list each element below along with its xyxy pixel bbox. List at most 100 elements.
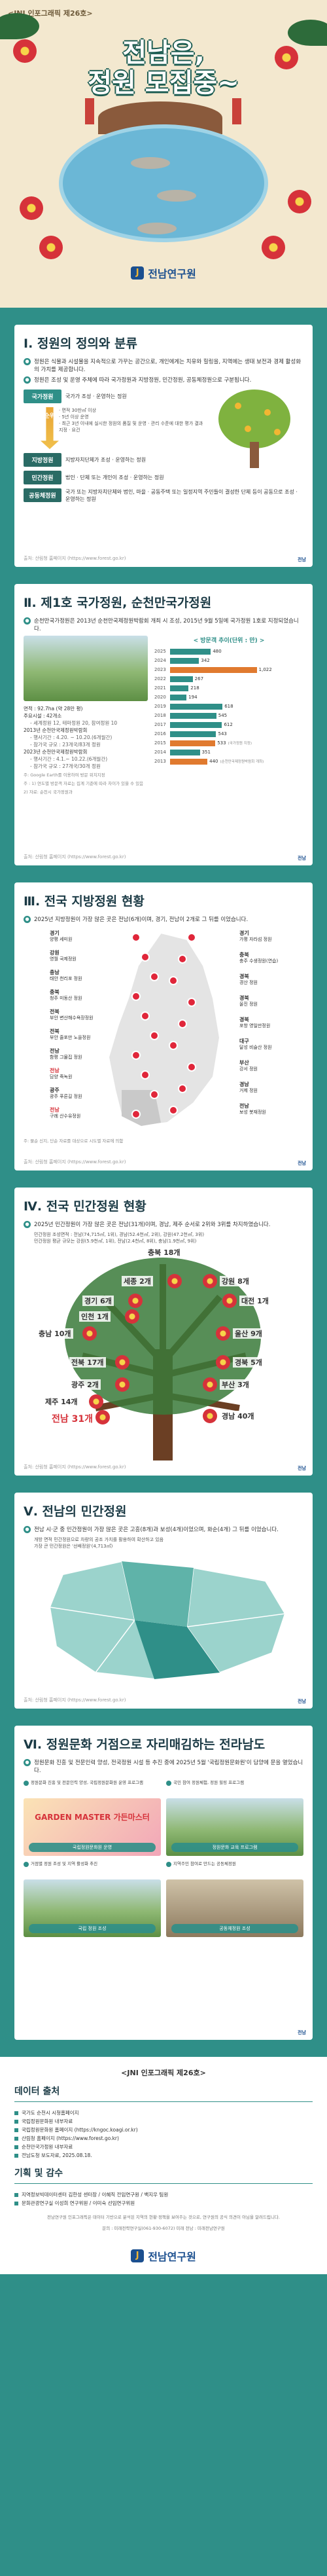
bar-track: 533 (국가정원 지정) xyxy=(170,740,303,746)
bar-category: 2020 xyxy=(154,695,166,700)
data-source-text: 산림청 홈페이지 (https://www.forest.go.kr) xyxy=(22,2135,119,2141)
map-label: 경기 가평 자라섬 정원 xyxy=(239,930,272,943)
data-source-item: 순천만국가정원 내부자료 xyxy=(14,2143,313,2151)
bar xyxy=(170,712,216,719)
bar-value: 480 xyxy=(213,649,222,654)
type-tag: 공동체정원 xyxy=(24,488,61,502)
garden-info: 면적 : 92.7ha (약 28만 평) 주요시설 : 42개소 - 세계정원… xyxy=(24,705,148,770)
garden-name: 보성 봇재정원 xyxy=(239,1110,266,1115)
bar-value: 543 xyxy=(218,731,227,736)
camellia-marker xyxy=(178,1084,187,1093)
region-name: 경북 xyxy=(239,995,249,1001)
garden-name: 담양 죽녹원 xyxy=(50,1074,73,1079)
map-label: 전북 부안 변산해수욕장정원 xyxy=(50,1009,94,1021)
stepping-stone xyxy=(157,190,196,202)
region-count: 경북 5개 xyxy=(233,1357,264,1368)
garden-name: 달성 비슬산 정원 xyxy=(239,1045,272,1050)
camellia-marker xyxy=(187,1062,196,1072)
camellia-marker xyxy=(178,1019,187,1028)
planning-item: 지역정보빅데이터센터 김한성 센터장 / 이혜직 전임연구원 / 백지우 팀원 xyxy=(14,2190,313,2199)
map-outline xyxy=(107,932,221,1127)
type-tag: 민간정원 xyxy=(24,471,61,484)
data-source-text: 국립정원문화원 홈페이지 (https://kngoc.koagi.or.kr) xyxy=(22,2127,138,2133)
camellia-marker xyxy=(131,1051,141,1060)
type-row: 국가정원 국가가 조성 · 운영하는 정원 xyxy=(24,390,205,403)
bar xyxy=(170,758,208,765)
region-name: 전남 xyxy=(50,1048,60,1054)
map-label: 경기 양평 세미원 xyxy=(50,930,72,943)
bullet-icon xyxy=(24,1781,29,1786)
data-source-item: 산림청 홈페이지 (https://www.forest.go.kr) xyxy=(14,2134,313,2143)
data-source-text: 국립정원문화원 내부자료 xyxy=(22,2118,73,2124)
bar-track: 267 xyxy=(170,676,303,682)
camellia-icon xyxy=(275,46,298,69)
corner-logo: 전남 xyxy=(298,1161,306,1166)
jni-logo-icon: J xyxy=(131,266,145,280)
section-title: Ⅴ. 전남의 민간정원 xyxy=(24,1504,127,1519)
bullet: ● 순천만국가정원은 2013년 순천만국제정원박람회 개최 시 조성, 2015… xyxy=(24,617,303,633)
camellia-marker xyxy=(169,976,178,985)
bullet-icon: ● xyxy=(24,1526,31,1533)
bar-row: 2022 267 xyxy=(154,674,303,683)
camellia-icon xyxy=(203,1409,217,1423)
bar xyxy=(170,657,199,664)
cell-caption: 지역주민 참여로 만드는 공동체정원 xyxy=(173,1861,236,1866)
section-definition: Ⅰ. 정원의 정의와 분류 ● 정원은 식물과 시설물을 지속적으로 가꾸는 공간… xyxy=(14,325,313,567)
data-source-item: 전남도청 보도자료, 2025.08.18. xyxy=(14,2151,313,2160)
photo-cell: 국민 참여 정원체험, 정원 힐링 프로그램 정원문화 교육 프로그램 xyxy=(166,1780,303,1856)
bar-category: 2018 xyxy=(154,713,166,718)
banner-text: GARDEN MASTER 가든마스터 xyxy=(35,1813,150,1822)
camellia-icon xyxy=(203,1377,217,1392)
bullet: ● 정원문화 진흥 및 전문인력 양성, 전국정원 시설 등 추진 중에 2025… xyxy=(24,1759,303,1775)
info-sub: - 행사기간 : 4.20. ~ 10.20.(6개월간) xyxy=(30,735,112,740)
garden-name: 태안 천리포 정원 xyxy=(50,976,82,981)
region-name: 전북 xyxy=(50,1009,60,1015)
map-label: 전남 함평 그물집 정원 xyxy=(50,1048,82,1061)
bar xyxy=(170,694,187,700)
hero-logo: J 전남연구원 xyxy=(0,265,327,281)
bar-category: 2023 xyxy=(154,667,166,672)
bullet-text: 정원은 조성 및 운영 주체에 따라 국가정원과 지방정원, 민간정원, 공동체… xyxy=(34,377,252,384)
data-source-text: 국가도 순천시 시청홈페이지 xyxy=(22,2110,79,2116)
stepping-stone xyxy=(137,223,177,234)
garden-name: 포항 영일만정원 xyxy=(239,1023,271,1028)
camellia-marker xyxy=(131,1110,141,1119)
garden-name: 울진 정원 xyxy=(239,1002,258,1007)
region-name: 경북 xyxy=(239,1017,249,1023)
bar-value: 545 xyxy=(218,713,228,718)
camellia-icon xyxy=(128,1294,143,1308)
bullet-icon: ● xyxy=(24,376,31,384)
cell-label: 공동체정원 조성 xyxy=(171,1924,298,1933)
region-name: 부산 xyxy=(239,1060,249,1066)
bar-row: 2021 218 xyxy=(154,683,303,693)
source-note: 출처: 산림청 홈페이지 (https://www.forest.go.kr) xyxy=(24,854,126,860)
source-note: 출처: 산림청 홈페이지 (https://www.forest.go.kr) xyxy=(24,1464,126,1470)
data-source-item: 국가도 순천시 시청홈페이지 xyxy=(14,2109,313,2117)
region-name: 전남 xyxy=(50,1068,60,1074)
bullet-text: 순천만국가정원은 2013년 순천만국제정원박람회 개최 시 조성, 2015년… xyxy=(34,618,299,632)
bar-row: 2023 1,022 xyxy=(154,665,303,674)
community-garden-photo: 공동체정원 조성 xyxy=(166,1879,303,1937)
sub-note: 개방 면적 민간정원으로 차량의 공조 가치를 활용하여 확산하고 있음 xyxy=(34,1537,164,1542)
visitor-chart: < 방문객 추이(단위 : 만) > 2025 480 2024 342 2023 1,0… xyxy=(154,636,303,795)
map-label: 경남 거제 정원 xyxy=(239,1081,258,1094)
corner-logo: 전남 xyxy=(298,2030,306,2035)
type-row: 지방정원 지방자치단체가 조성 · 운영하는 정원 xyxy=(24,453,205,467)
source-note: 출처: 산림청 홈페이지 (https://www.forest.go.kr) xyxy=(24,1159,126,1165)
garden-name: 경산 정원 xyxy=(239,980,258,985)
type-desc: 지방자치단체가 조성 · 운영하는 정원 xyxy=(65,457,146,463)
garden-name: 부안 변산해수욕장정원 xyxy=(50,1015,94,1021)
sub-note: 민간정원 평균 규모는 강원(5.9천㎡, 1위), 전남(2.4천㎡, 8위)… xyxy=(34,1239,197,1244)
region-name: 충북 xyxy=(50,989,60,995)
bar-track: 351 xyxy=(170,749,303,755)
camellia-marker xyxy=(169,1106,178,1115)
garden-master-banner: GARDEN MASTER 가든마스터 국립정원문화원 운영 xyxy=(24,1798,161,1856)
map-label: 전북 부안 줄포만 노을정원 xyxy=(50,1028,90,1041)
bar-value: 267 xyxy=(194,676,204,681)
data-source-title: 데이터 출처 xyxy=(14,2086,60,2097)
title-line-1: 전남은, xyxy=(122,38,205,68)
garden-name: 함평 그물집 정원 xyxy=(50,1055,82,1060)
bullet-text: 2025년 지방정원이 가장 많은 곳은 전남(6개)이며, 경기, 전남이 2… xyxy=(34,916,249,923)
type-desc: 법인 · 단체 또는 개인이 조성 · 운영하는 정원 xyxy=(65,475,164,481)
planning-item: 문화관광연구실 이성희 연구위원 / 이미숙 선임연구위원 xyxy=(14,2199,313,2207)
